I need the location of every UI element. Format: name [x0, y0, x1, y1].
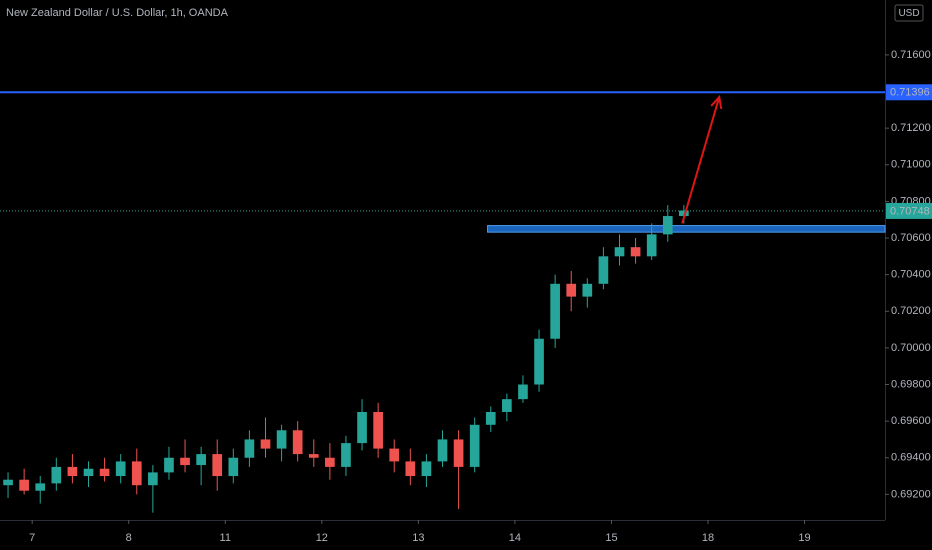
candle-body [99, 468, 110, 477]
price-line-badge [886, 84, 932, 101]
candle-body [228, 457, 239, 477]
candle-body [115, 461, 126, 477]
y-tick-label: 0.69200 [891, 488, 931, 500]
candle-body [148, 472, 158, 486]
y-tick-label: 0.70400 [891, 269, 931, 281]
candle-body [212, 454, 223, 477]
candle-body [614, 247, 625, 257]
candle-body [83, 468, 94, 477]
candle-body [534, 338, 544, 385]
candle-body [646, 234, 657, 257]
candle-body [341, 443, 351, 467]
candle-body [308, 454, 319, 458]
x-tick-label: 8 [126, 532, 132, 544]
candle-body [469, 424, 480, 467]
candle-body [485, 411, 496, 425]
candle-body [35, 483, 46, 491]
y-tick-label: 0.70600 [891, 232, 931, 244]
candle-body [131, 461, 142, 486]
candle-body [325, 457, 335, 467]
x-tick-label: 7 [29, 532, 35, 544]
y-tick-label: 0.71200 [891, 122, 931, 134]
support-zone [487, 225, 886, 233]
candle-body [679, 210, 689, 217]
candle-body [405, 461, 416, 477]
candle-body [357, 411, 367, 444]
candle-body [437, 439, 448, 462]
candle-body [292, 430, 303, 455]
currency-label: USD [898, 8, 919, 19]
x-tick-label: 19 [798, 532, 810, 544]
currency-badge[interactable] [894, 4, 924, 22]
y-tick-label: 0.69800 [891, 378, 931, 390]
candle-body [566, 283, 577, 297]
arrow-shaft [681, 96, 721, 224]
candle-body [196, 454, 206, 466]
candle-body [67, 466, 78, 477]
x-tick-label: 14 [509, 532, 521, 544]
candle-body [518, 384, 528, 400]
arrow-head [710, 94, 723, 110]
y-tick-label: 0.71000 [891, 159, 931, 171]
candle-body [180, 457, 190, 466]
candle-body [453, 439, 464, 467]
y-tick-label: 0.70000 [891, 342, 931, 354]
candle-body [3, 479, 13, 486]
candle-body [260, 439, 271, 449]
price-line-badge [886, 202, 932, 219]
candle-body [662, 216, 673, 235]
x-tick-label: 12 [316, 532, 328, 544]
candle-body [51, 466, 62, 484]
x-tick-label: 18 [702, 532, 714, 544]
x-tick-label: 11 [220, 532, 231, 544]
candle-body [19, 479, 29, 491]
y-tick-label: 0.70200 [891, 305, 931, 317]
chart-title: New Zealand Dollar / U.S. Dollar, 1h, OA… [6, 7, 229, 19]
x-tick-label: 13 [412, 532, 424, 544]
candle-body [630, 247, 641, 257]
candle-body [373, 411, 383, 449]
y-tick-label: 0.69600 [891, 415, 931, 427]
candle-body [389, 448, 400, 462]
candle-body [550, 283, 560, 339]
candle-body [598, 256, 609, 284]
x-tick-label: 15 [605, 532, 617, 544]
candle-body [582, 283, 593, 297]
candle-body [421, 461, 432, 477]
candle-body [502, 399, 512, 412]
candle-body [244, 439, 255, 458]
candle-body [276, 430, 287, 449]
y-tick-label: 0.71600 [891, 49, 931, 61]
y-tick-label: 0.69400 [891, 452, 931, 464]
price-line-label: 0.71396 [890, 87, 930, 99]
price-line-label: 0.70748 [890, 205, 930, 217]
candle-body [164, 457, 174, 473]
